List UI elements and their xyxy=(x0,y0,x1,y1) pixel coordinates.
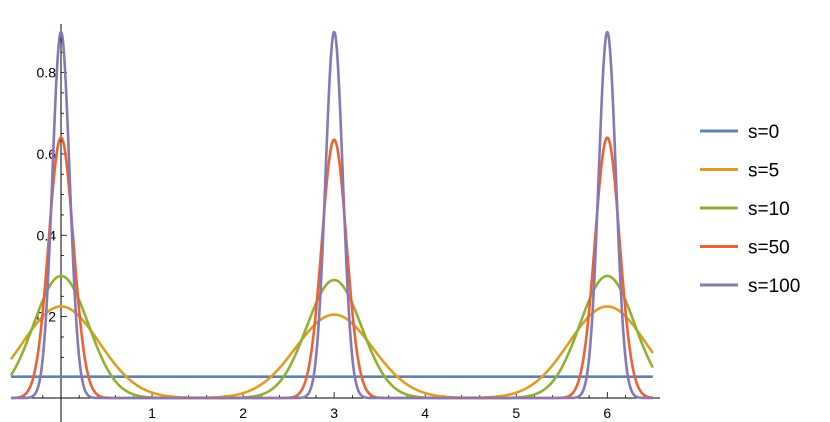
series-layer xyxy=(9,30,654,400)
y-tick-label: 0.4 xyxy=(37,227,57,243)
series-line-s-100 xyxy=(10,30,654,400)
x-tick-label: 3 xyxy=(330,405,338,421)
legend-label: s=100 xyxy=(748,276,800,297)
legend-label: s=5 xyxy=(748,161,779,182)
axes xyxy=(11,24,660,422)
x-tick-label: 4 xyxy=(421,405,429,421)
legend: s=0 s=5 s=10 s=50 s=100 xyxy=(700,122,800,297)
x-tick-label: 1 xyxy=(148,405,156,421)
series-line-s-5 xyxy=(9,305,654,399)
legend-label: s=0 xyxy=(748,122,779,143)
x-tick-label: 6 xyxy=(603,405,611,421)
y-tick-label: 0.6 xyxy=(37,146,57,162)
legend-label: s=50 xyxy=(748,238,790,259)
x-tick-label: 2 xyxy=(239,405,247,421)
series-line-s-10 xyxy=(9,274,654,400)
x-tick-label: 5 xyxy=(512,405,520,421)
legend-label: s=10 xyxy=(748,199,790,220)
y-tick-label: 0.8 xyxy=(37,65,57,81)
